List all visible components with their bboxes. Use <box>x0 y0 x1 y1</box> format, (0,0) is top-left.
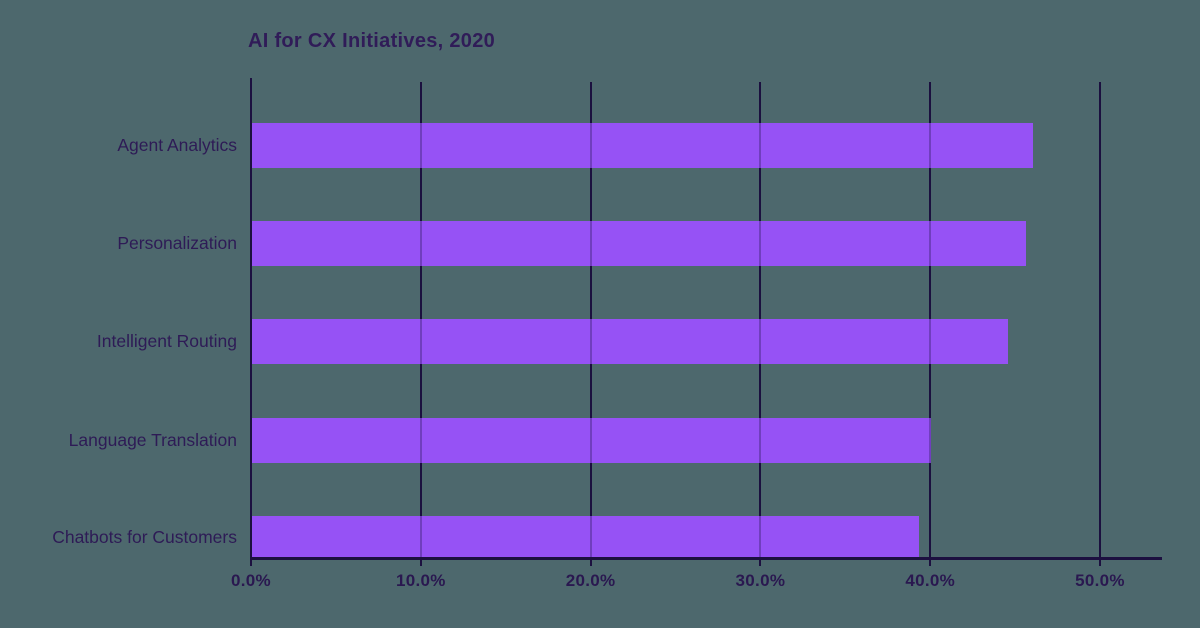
gridline-overlay <box>1099 82 1101 559</box>
x-tick-label: 40.0% <box>905 571 956 590</box>
category-label: Intelligent Routing <box>96 331 237 351</box>
x-axis-line <box>249 557 1162 560</box>
chart-bar <box>252 516 919 558</box>
gridline-overlay <box>419 82 422 559</box>
x-axis-tick <box>419 559 422 566</box>
category-label: Agent Analytics <box>117 135 237 155</box>
x-tick-label: 10.0% <box>395 571 446 590</box>
category-label: Personalization <box>117 233 237 253</box>
chart-bar <box>252 319 1008 364</box>
x-axis-tick <box>589 559 592 566</box>
x-axis-tick <box>929 559 932 566</box>
x-tick-label: 20.0% <box>565 571 616 590</box>
x-tick-label: 30.0% <box>735 571 786 590</box>
x-axis-tick <box>759 559 762 566</box>
chart-bar <box>252 123 1033 168</box>
x-axis-tick <box>1099 559 1101 566</box>
x-axis-tick <box>250 559 252 566</box>
category-label: Language Translation <box>68 430 237 450</box>
y-axis-line <box>249 78 252 561</box>
chart-bar <box>252 418 931 463</box>
gridline <box>1099 82 1101 559</box>
x-tick-label: 50.0% <box>1075 571 1125 590</box>
gridline-overlay <box>589 82 592 559</box>
x-tick-label: 0.0% <box>231 571 271 590</box>
chart-title: AI for CX Initiatives, 2020 <box>248 30 496 52</box>
category-label: Chatbots for Customers <box>52 526 237 547</box>
gridline-overlay <box>929 82 932 559</box>
chart-bar <box>252 221 1026 266</box>
gridline-overlay <box>759 82 762 559</box>
